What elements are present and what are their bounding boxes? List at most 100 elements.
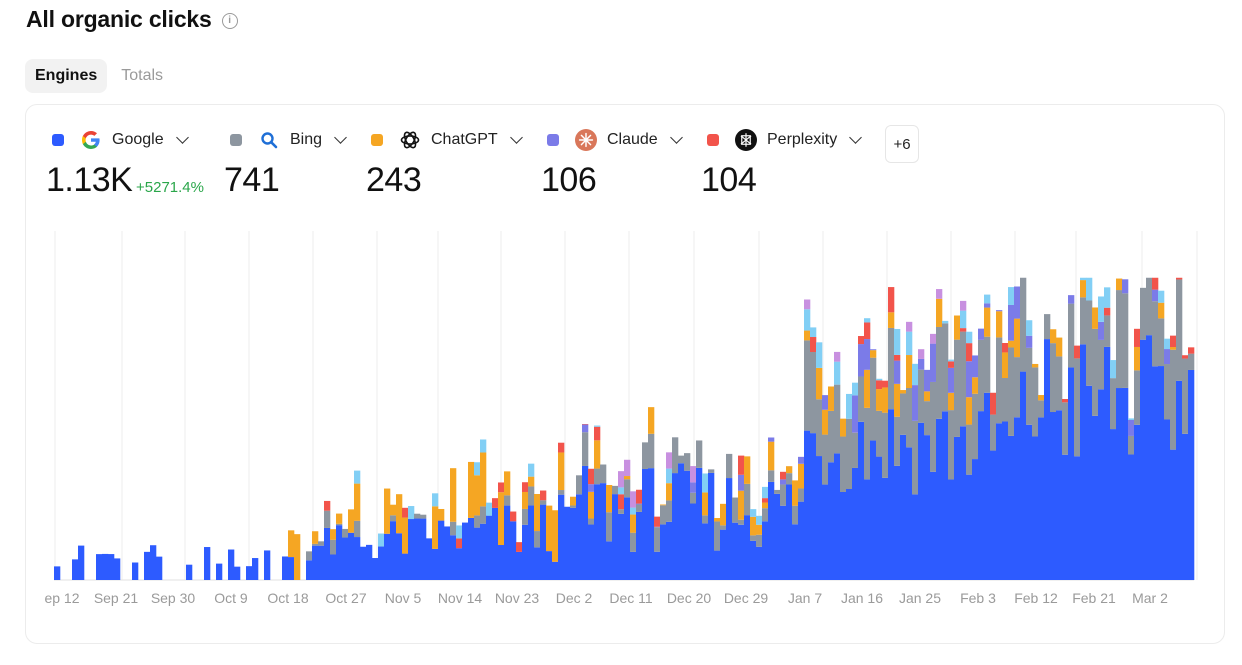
bar-segment-chatgpt[interactable] [294,534,301,580]
bar-segment-google[interactable] [486,515,493,580]
bar-segment-chatgpt[interactable] [534,493,541,532]
bar-segment-google[interactable] [1008,435,1015,580]
bar-segment-google[interactable] [936,418,943,580]
bar-segment-bing[interactable] [618,509,625,514]
bar-segment-bing[interactable] [600,464,607,484]
bar-segment-bing[interactable] [1134,370,1141,425]
bar-segment-chatgpt[interactable] [498,492,505,546]
bar-segment-google[interactable] [444,526,451,580]
bar-segment-google[interactable] [840,492,847,580]
bar-segment-bing[interactable] [330,539,337,555]
bar-segment-google[interactable] [1062,454,1069,580]
engine-selector-chatgpt[interactable]: ChatGPT [371,129,523,151]
bar-segment-perplexity[interactable] [948,361,955,368]
bar-segment-perplexity[interactable] [738,455,745,475]
bar-segment-google[interactable] [396,533,403,580]
bar-segment-bing[interactable] [870,357,877,441]
bar-segment-chatgpt[interactable] [792,480,799,506]
bar-segment-google[interactable] [1092,415,1099,580]
bar-segment-google[interactable] [1122,387,1129,580]
bar-segment-bing[interactable] [1086,300,1093,386]
bar-segment-other-light-blue[interactable] [906,331,913,356]
bar-segment-bing[interactable] [876,410,883,457]
bar-segment-google[interactable] [1134,424,1141,580]
bar-segment-google[interactable] [264,550,271,580]
bar-segment-google[interactable] [552,561,559,580]
bar-segment-google[interactable] [822,484,829,580]
bar-segment-perplexity[interactable] [402,507,409,518]
bar-segment-chatgpt[interactable] [876,389,883,411]
bar-segment-bing[interactable] [1170,349,1177,450]
bar-segment-perplexity[interactable] [1182,355,1189,359]
bar-segment-google[interactable] [564,506,571,580]
bar-segment-other-light-blue[interactable] [702,473,709,493]
bar-segment-google[interactable] [504,505,511,580]
bar-segment-google[interactable] [108,554,115,580]
bar-segment-google[interactable] [876,456,883,580]
bar-segment-chatgpt[interactable] [828,386,835,411]
bar-segment-google[interactable] [498,545,505,580]
bar-segment-chatgpt[interactable] [954,315,961,340]
bar-segment-bing[interactable] [1032,367,1039,437]
tab-engines[interactable]: Engines [25,59,108,93]
bar-segment-bing[interactable] [822,434,829,485]
bar-segment-chatgpt[interactable] [666,483,673,501]
bar-segment-google[interactable] [756,546,763,580]
bar-segment-chatgpt[interactable] [630,514,637,533]
bar-segment-google[interactable] [648,468,655,580]
bar-segment-bing[interactable] [1140,287,1147,340]
bar-segment-google[interactable] [834,453,841,580]
bar-segment-bing[interactable] [570,505,577,508]
bar-segment-bing[interactable] [1182,358,1189,434]
bar-segment-bing[interactable] [636,504,643,512]
bar-segment-other-light-blue[interactable] [966,331,973,344]
bar-segment-google[interactable] [1068,367,1075,580]
bar-segment-google[interactable] [540,504,547,580]
bar-segment-google[interactable] [684,470,691,580]
bar-segment-google[interactable] [366,544,373,580]
bar-segment-google[interactable] [612,494,619,580]
bar-segment-chatgpt[interactable] [480,452,487,507]
bar-segment-google[interactable] [972,459,979,580]
bar-segment-chatgpt[interactable] [588,491,595,519]
bar-segment-google[interactable] [660,524,667,580]
bar-segment-google[interactable] [882,477,889,580]
bar-segment-google[interactable] [390,521,397,580]
bar-segment-google[interactable] [132,562,139,580]
bar-segment-bing[interactable] [804,340,811,431]
bar-segment-google[interactable] [72,559,79,580]
bar-segment-bing[interactable] [960,331,967,427]
bar-segment-chatgpt[interactable] [1008,340,1015,348]
bar-segment-other-violet[interactable] [630,491,637,508]
bar-segment-chatgpt[interactable] [702,492,709,516]
bar-segment-bing[interactable] [906,388,913,448]
bar-segment-bing[interactable] [1014,357,1021,418]
bar-segment-google[interactable] [630,551,637,580]
bar-segment-perplexity[interactable] [636,489,643,504]
bar-segment-google[interactable] [402,553,409,580]
info-icon[interactable]: i [221,12,238,29]
bar-segment-google[interactable] [1014,417,1021,580]
bar-segment-chatgpt[interactable] [648,407,655,434]
bar-segment-perplexity[interactable] [498,482,505,493]
bar-segment-google[interactable] [930,471,937,580]
bar-segment-chatgpt[interactable] [900,390,907,394]
bar-segment-claude[interactable] [768,437,775,442]
bar-segment-claude[interactable] [588,484,595,492]
bar-segment-bing[interactable] [750,535,757,541]
bar-segment-claude[interactable] [918,358,925,370]
bar-segment-bing[interactable] [912,420,919,495]
bar-segment-claude[interactable] [1164,349,1171,365]
bar-segment-other-light-blue[interactable] [1026,320,1033,336]
bar-segment-bing[interactable] [948,410,955,480]
bar-segment-other-light-blue[interactable] [666,468,673,484]
bar-segment-chatgpt[interactable] [1092,307,1099,329]
bar-segment-bing[interactable] [966,424,973,475]
bar-segment-perplexity[interactable] [990,392,997,415]
bar-segment-google[interactable] [810,433,817,580]
bar-segment-other-light-blue[interactable] [846,393,853,419]
bar-segment-google[interactable] [318,545,325,580]
bar-segment-google[interactable] [1128,454,1135,580]
bar-segment-chatgpt[interactable] [888,312,895,328]
bar-segment-google[interactable] [384,533,391,580]
